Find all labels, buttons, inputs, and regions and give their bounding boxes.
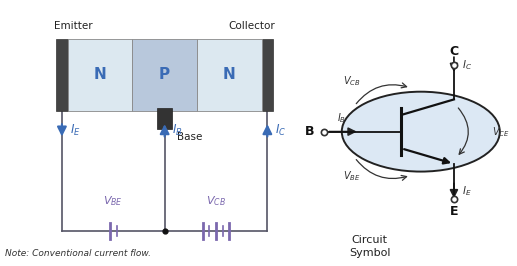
Bar — [68, 39, 132, 111]
Text: N: N — [223, 68, 236, 82]
Text: N: N — [94, 68, 107, 82]
Text: $I_E$: $I_E$ — [462, 184, 471, 198]
Bar — [158, 109, 172, 129]
Bar — [197, 39, 262, 111]
Bar — [56, 39, 68, 111]
Text: $V_{BE}$: $V_{BE}$ — [343, 169, 361, 183]
Bar — [132, 39, 197, 111]
Text: Emitter: Emitter — [54, 21, 93, 31]
Text: $I_E$: $I_E$ — [70, 123, 80, 138]
Text: Base: Base — [177, 132, 202, 142]
Text: $V_{CE}$: $V_{CE}$ — [492, 125, 510, 139]
Bar — [262, 39, 273, 111]
Text: $V_{CB}$: $V_{CB}$ — [206, 194, 226, 208]
Text: $V_{CB}$: $V_{CB}$ — [343, 74, 361, 88]
Text: B: B — [305, 125, 315, 138]
Circle shape — [342, 92, 500, 172]
Text: $I_B$: $I_B$ — [172, 123, 183, 138]
Text: E: E — [450, 205, 458, 218]
Text: $I_B$: $I_B$ — [337, 111, 346, 125]
Text: $V_{BE}$: $V_{BE}$ — [103, 194, 123, 208]
Text: Note: Conventional current flow.: Note: Conventional current flow. — [5, 249, 151, 258]
Text: $I_C$: $I_C$ — [462, 58, 472, 72]
Text: Circuit
Symbol: Circuit Symbol — [349, 235, 390, 258]
Text: Collector: Collector — [229, 21, 276, 31]
Text: P: P — [159, 68, 170, 82]
Text: $I_C$: $I_C$ — [275, 123, 286, 138]
Text: C: C — [449, 45, 459, 58]
